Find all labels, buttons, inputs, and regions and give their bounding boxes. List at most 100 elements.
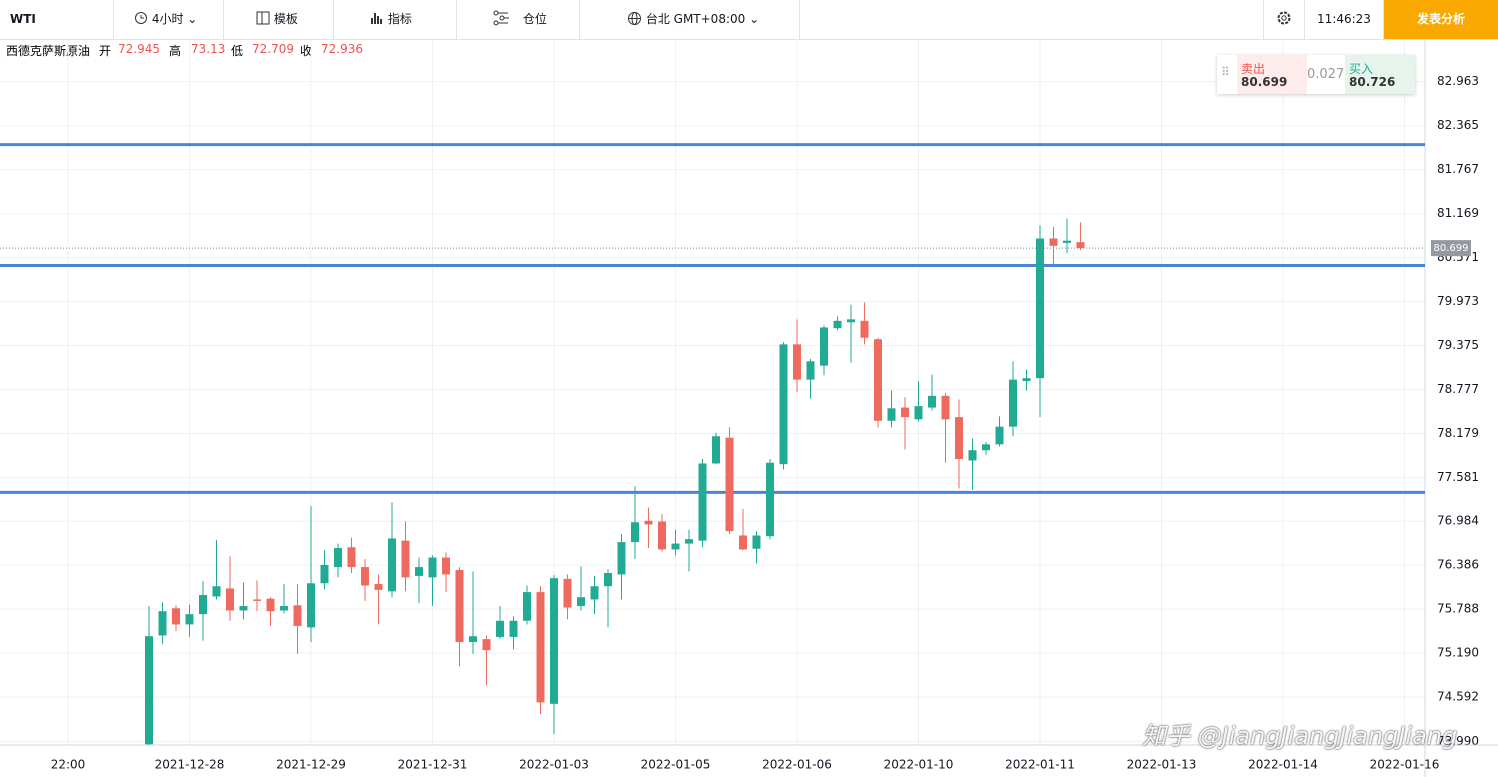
candle-body — [523, 592, 531, 621]
candle-body — [847, 319, 855, 323]
candle-body — [293, 605, 302, 626]
candle-body — [955, 417, 963, 460]
candle-body — [820, 327, 828, 366]
candle-body — [577, 597, 585, 607]
positions: 仓位 — [522, 12, 547, 26]
high-value: 73.13 — [191, 42, 226, 56]
candle-body — [361, 567, 369, 586]
candle-body — [887, 408, 896, 421]
candle-body — [212, 586, 221, 597]
candle-body — [226, 588, 234, 611]
candle-body — [941, 395, 950, 420]
positions-icon — [493, 10, 509, 26]
x-tick-label: 22:00 — [51, 758, 86, 772]
candle-body — [401, 540, 410, 578]
x-tick-label: 2022-01-16 — [1370, 758, 1440, 772]
candle-body — [536, 592, 545, 703]
indicator-icon — [371, 13, 382, 24]
close-value: 72.936 — [321, 42, 363, 56]
x-tick-label: 2021-12-28 — [155, 758, 225, 772]
candle-body — [199, 595, 207, 615]
candle-body — [1076, 242, 1085, 249]
interval-button[interactable]: 4小时 ⌄ — [114, 0, 224, 39]
candle-body — [347, 547, 356, 568]
candle-body — [1063, 240, 1071, 243]
low-value: 72.709 — [252, 42, 294, 56]
candle-body — [739, 535, 747, 550]
candle-body — [145, 636, 153, 745]
y-tick-label: 82.963 — [1437, 74, 1479, 88]
candle-body — [914, 406, 923, 420]
publish-button[interactable]: 发表分析 — [1384, 0, 1498, 39]
candle-body — [604, 572, 612, 587]
candle-body — [455, 570, 464, 643]
y-tick-label: 81.169 — [1437, 206, 1479, 220]
candle-body — [982, 444, 990, 451]
current-price-tag-bg — [1431, 240, 1471, 257]
symbol[interactable]: WTI — [0, 0, 114, 39]
y-tick-label: 78.777 — [1437, 382, 1479, 396]
y-tick-label: 76.984 — [1437, 514, 1479, 528]
y-tick-label: 78.179 — [1437, 426, 1479, 440]
candle-body — [833, 320, 842, 329]
y-tick-label: 79.375 — [1437, 338, 1479, 352]
candle-body — [469, 636, 477, 643]
buy-button[interactable]: 买入 80.726 — [1345, 55, 1415, 94]
timezone-button[interactable]: 台北 GMT+08:00 ⌄ — [580, 0, 800, 39]
gear-icon — [1277, 11, 1291, 25]
buy-price: 80.726 — [1349, 75, 1396, 89]
x-tick-label: 2022-01-10 — [884, 758, 954, 772]
x-tick-label: 2022-01-03 — [519, 758, 589, 772]
candle-body — [779, 344, 788, 465]
sell-price: 80.699 — [1241, 75, 1288, 89]
candle-body — [334, 547, 342, 568]
candle-body — [1022, 378, 1031, 382]
candle-body — [158, 611, 167, 636]
y-tick-label: 81.767 — [1437, 162, 1479, 176]
open-value: 72.945 — [118, 42, 160, 56]
candle-body — [388, 538, 396, 592]
drag-handle: ⠿ — [1221, 65, 1230, 79]
template: 模板 — [273, 12, 298, 26]
sell-button[interactable]: 卖出 80.699 — [1237, 55, 1307, 94]
globe-icon — [628, 12, 641, 25]
candle-body — [496, 620, 504, 637]
candle-body — [928, 395, 936, 408]
chart: 22:00 2021-12-28 2021-12-29 2021-12-31 2022-… — [0, 40, 1498, 777]
candle-body — [752, 535, 761, 549]
candle-body — [617, 542, 626, 575]
candle-body — [712, 436, 720, 464]
sell-label: 卖出 — [1241, 62, 1266, 76]
candle-body — [266, 598, 275, 612]
high-label: 高 — [169, 44, 182, 58]
candle-body — [1009, 379, 1017, 427]
timezone: 台北 GMT+08:00 — [645, 12, 746, 26]
candle-body — [550, 578, 558, 704]
candle-body — [698, 463, 707, 541]
x-tick-label: 2022-01-05 — [641, 758, 711, 772]
candle-body — [860, 320, 869, 338]
positions-button[interactable]: 仓位 — [457, 0, 580, 39]
candle-body — [874, 339, 882, 421]
candle-body — [185, 614, 194, 625]
y-tick-label: 74.592 — [1437, 690, 1479, 704]
indicators-button[interactable]: 指标 — [334, 0, 457, 39]
template-button[interactable]: 模板 — [224, 0, 334, 39]
y-tick-label: 75.190 — [1437, 646, 1479, 660]
indicators: 指标 — [387, 12, 412, 26]
low-label: 低 — [231, 44, 244, 58]
candle-body — [239, 606, 248, 611]
candle-body — [482, 639, 491, 651]
y-tick-label: 77.581 — [1437, 470, 1479, 484]
candle-body — [793, 344, 801, 380]
candle-body — [901, 407, 909, 418]
candle-body — [1049, 238, 1058, 246]
candle-body — [320, 564, 329, 584]
candle-body — [307, 583, 315, 628]
x-tick-label: 2022-01-14 — [1248, 758, 1318, 772]
candle-body — [644, 520, 653, 525]
x-tick-label: 2022-01-06 — [762, 758, 832, 772]
settings-button[interactable] — [1263, 0, 1305, 39]
x-tick-label: 2021-12-31 — [398, 758, 468, 772]
